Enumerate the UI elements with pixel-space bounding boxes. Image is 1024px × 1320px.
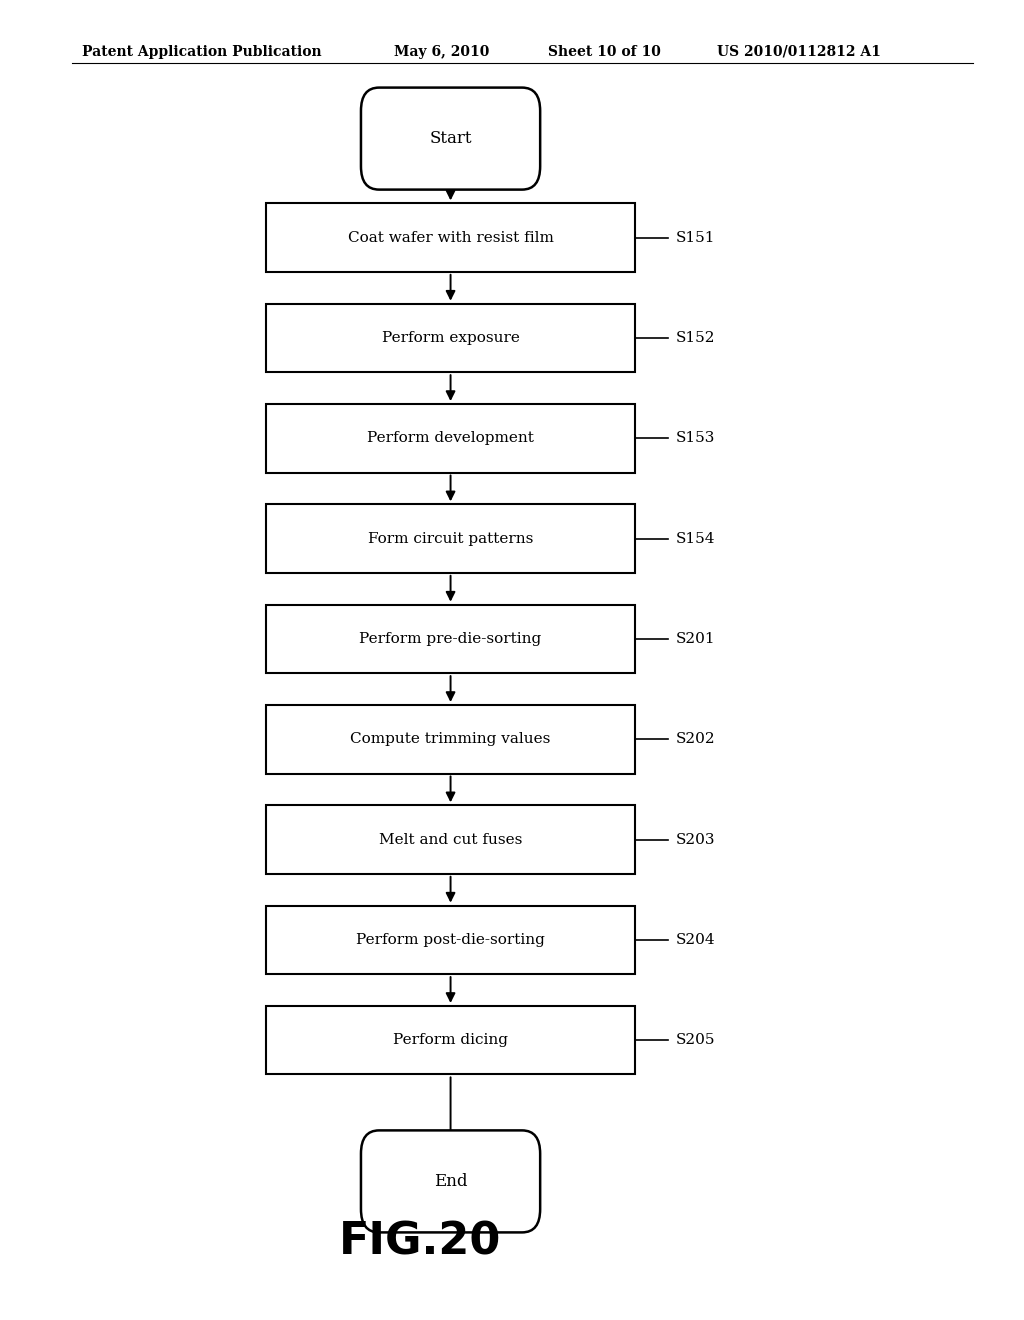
Text: S151: S151: [676, 231, 716, 244]
Text: Start: Start: [429, 131, 472, 147]
Text: End: End: [434, 1173, 467, 1189]
Bar: [266, 304, 635, 372]
Text: Compute trimming values: Compute trimming values: [350, 733, 551, 746]
Bar: [266, 203, 635, 272]
Text: US 2010/0112812 A1: US 2010/0112812 A1: [717, 45, 881, 59]
Text: S201: S201: [676, 632, 716, 645]
Text: S203: S203: [676, 833, 716, 846]
Text: Perform development: Perform development: [368, 432, 534, 445]
Text: Melt and cut fuses: Melt and cut fuses: [379, 833, 522, 846]
Text: Perform dicing: Perform dicing: [393, 1034, 508, 1047]
Text: S204: S204: [676, 933, 716, 946]
Text: S153: S153: [676, 432, 715, 445]
Text: S202: S202: [676, 733, 716, 746]
Bar: [266, 1006, 635, 1074]
Text: Coat wafer with resist film: Coat wafer with resist film: [347, 231, 554, 244]
Bar: [266, 705, 635, 774]
Bar: [266, 906, 635, 974]
Bar: [266, 504, 635, 573]
Text: Sheet 10 of 10: Sheet 10 of 10: [548, 45, 660, 59]
Text: Patent Application Publication: Patent Application Publication: [82, 45, 322, 59]
FancyBboxPatch shape: [361, 87, 541, 190]
Bar: [266, 605, 635, 673]
Text: Form circuit patterns: Form circuit patterns: [368, 532, 534, 545]
Text: S152: S152: [676, 331, 716, 345]
Bar: [266, 805, 635, 874]
Text: Perform post-die-sorting: Perform post-die-sorting: [356, 933, 545, 946]
Text: FIG.20: FIG.20: [339, 1220, 501, 1263]
Text: May 6, 2010: May 6, 2010: [394, 45, 489, 59]
Text: S205: S205: [676, 1034, 716, 1047]
Text: S154: S154: [676, 532, 716, 545]
Text: Perform pre-die-sorting: Perform pre-die-sorting: [359, 632, 542, 645]
Text: Perform exposure: Perform exposure: [382, 331, 519, 345]
Bar: [266, 404, 635, 473]
FancyBboxPatch shape: [361, 1130, 541, 1233]
